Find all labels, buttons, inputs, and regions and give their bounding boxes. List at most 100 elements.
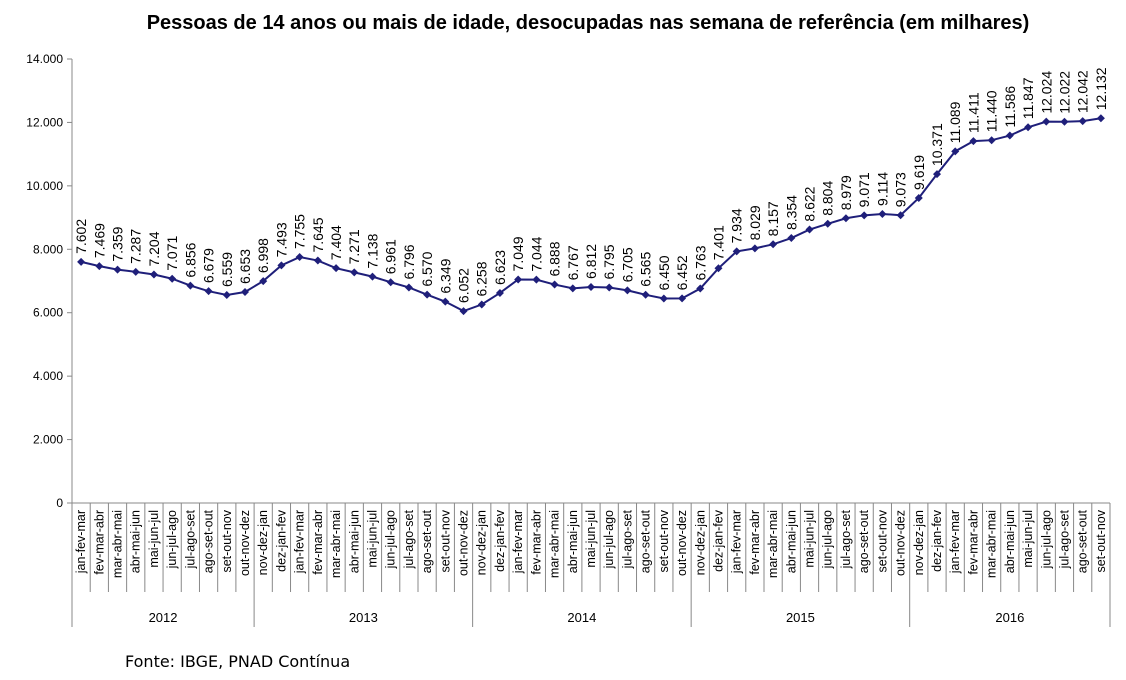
data-label: 7.044 <box>528 236 544 271</box>
data-point <box>896 211 905 220</box>
data-label: 7.602 <box>73 219 89 254</box>
x-tick-label: mai-jun-jul <box>365 510 379 568</box>
data-label: 6.679 <box>201 248 217 283</box>
data-label: 6.888 <box>547 241 563 276</box>
x-tick-label: jun-jul-ago <box>165 510 179 569</box>
data-label: 8.157 <box>765 201 781 236</box>
data-point <box>241 288 249 297</box>
year-label: 2016 <box>995 610 1024 625</box>
data-point <box>131 267 140 276</box>
x-tick-label: jul-ago-set <box>1057 509 1071 569</box>
data-point <box>459 307 468 316</box>
year-label: 2013 <box>349 610 378 625</box>
data-point <box>113 265 122 274</box>
data-point <box>587 282 595 291</box>
data-label: 7.271 <box>346 229 362 264</box>
data-label: 6.705 <box>619 247 635 282</box>
data-label: 6.570 <box>419 251 435 286</box>
data-label: 8.979 <box>838 175 854 210</box>
x-tick-label: dez-jan-fev <box>493 509 507 572</box>
chart-axes <box>71 59 1110 504</box>
data-point <box>732 247 741 256</box>
data-point <box>914 193 923 202</box>
data-label: 6.452 <box>674 255 690 290</box>
x-tick-label: jun-jul-ago <box>821 510 835 569</box>
data-label: 6.052 <box>456 268 472 303</box>
x-tick-label: abr-mai-jun <box>129 510 143 573</box>
data-point <box>404 283 413 292</box>
x-tick-label: mai-jun-jul <box>1021 510 1035 568</box>
source-note: Fonte: IBGE, PNAD Contínua <box>125 652 351 671</box>
data-label: 6.767 <box>565 245 581 280</box>
data-point <box>295 253 304 262</box>
x-tick-label: nov-dez-jan <box>693 510 707 575</box>
data-point <box>186 281 195 290</box>
data-label: 6.961 <box>383 239 399 274</box>
data-point <box>149 270 158 279</box>
x-tick-label: nov-dez-jan <box>912 510 926 575</box>
x-tick-label: ago-set-out <box>857 509 871 573</box>
y-tick-label: 14.000 <box>26 52 63 66</box>
data-label: 11.440 <box>984 90 1000 132</box>
data-label: 7.049 <box>510 236 526 271</box>
data-label: 11.411 <box>965 92 981 133</box>
x-tick-label: ago-set-out <box>1076 509 1090 573</box>
data-point <box>95 262 104 271</box>
x-tick-label: set-out-nov <box>220 509 234 572</box>
data-point <box>605 283 614 292</box>
x-tick-label: out-nov-dez <box>457 510 471 576</box>
y-tick-label: 6.000 <box>33 306 63 320</box>
x-tick-label: out-nov-dez <box>238 510 252 576</box>
data-point <box>204 287 213 296</box>
data-label: 12.022 <box>1056 71 1072 114</box>
x-tick-label: out-nov-dez <box>675 510 689 576</box>
data-point <box>168 274 177 283</box>
data-label: 12.024 <box>1038 71 1054 114</box>
data-point <box>1005 131 1014 140</box>
x-tick-label: jan-fev-mar <box>293 510 307 574</box>
x-tick-label: mai-jun-jul <box>803 510 817 568</box>
x-tick-label: set-out-nov <box>1094 509 1108 572</box>
data-point <box>222 290 231 299</box>
data-point <box>313 256 322 265</box>
x-tick-label: set-out-nov <box>438 509 452 572</box>
x-tick-label: dez-jan-fev <box>711 509 725 572</box>
data-label: 7.359 <box>110 226 126 261</box>
x-tick-label: dez-jan-fev <box>930 509 944 572</box>
data-label: 8.029 <box>747 205 763 240</box>
x-tick-label: fev-mar-abr <box>966 510 980 575</box>
data-label: 6.795 <box>601 244 617 279</box>
x-tick-label: fev-mar-abr <box>529 510 543 575</box>
data-point <box>368 272 377 281</box>
data-label: 11.089 <box>947 101 963 143</box>
data-point <box>568 284 577 293</box>
data-label: 7.934 <box>729 208 745 243</box>
data-point <box>477 300 486 309</box>
data-label: 7.493 <box>273 222 289 257</box>
data-point <box>678 294 687 303</box>
y-tick-label: 10.000 <box>26 179 63 193</box>
data-label: 6.856 <box>182 242 198 277</box>
data-label: 11.586 <box>1002 86 1018 128</box>
x-tick-label: abr-mai-jun <box>784 510 798 573</box>
data-point <box>495 288 504 297</box>
data-point <box>441 297 450 306</box>
data-point <box>1096 114 1105 123</box>
y-tick-label: 12.000 <box>26 115 63 129</box>
data-label: 6.623 <box>492 250 508 285</box>
data-label: 7.071 <box>164 236 180 271</box>
x-tick-label: abr-mai-jun <box>1003 510 1017 573</box>
data-label: 7.401 <box>710 225 726 260</box>
x-tick-label: mar-abr-mai <box>548 510 562 578</box>
data-point <box>933 170 941 179</box>
x-tick-label: abr-mai-jun <box>566 510 580 573</box>
x-tick-label: jul-ago-set <box>620 509 634 569</box>
data-point <box>860 211 869 220</box>
data-point <box>1042 117 1051 126</box>
x-tick-label: jan-fev-mar <box>74 510 88 574</box>
data-label: 6.349 <box>437 258 453 293</box>
x-tick-label: jan-fev-mar <box>511 510 525 574</box>
x-tick-label: jun-jul-ago <box>384 510 398 569</box>
data-label: 8.354 <box>783 195 799 230</box>
year-label: 2015 <box>786 610 815 625</box>
